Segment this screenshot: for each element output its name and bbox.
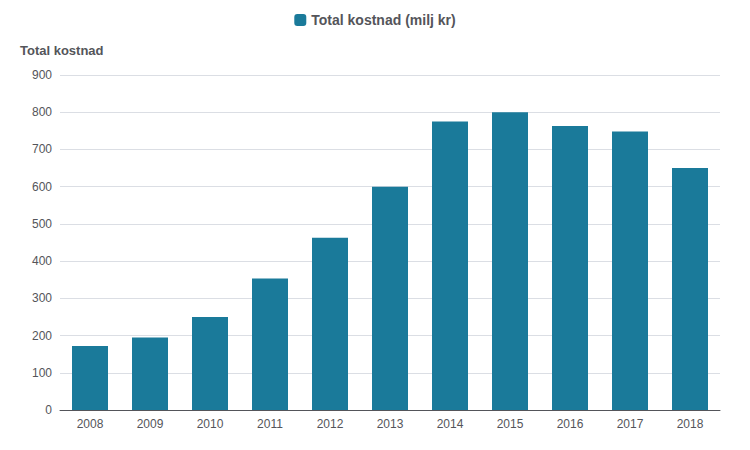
svg-text:2012: 2012	[317, 417, 344, 431]
svg-text:Total kostnad: Total kostnad	[20, 43, 104, 58]
svg-text:0: 0	[45, 403, 52, 417]
svg-text:2017: 2017	[617, 417, 644, 431]
svg-text:900: 900	[32, 68, 52, 82]
svg-text:700: 700	[32, 142, 52, 156]
svg-text:400: 400	[32, 254, 52, 268]
svg-text:2016: 2016	[557, 417, 584, 431]
svg-text:800: 800	[32, 105, 52, 119]
svg-text:300: 300	[32, 291, 52, 305]
svg-text:500: 500	[32, 217, 52, 231]
svg-text:Total kostnad (milj kr): Total kostnad (milj kr)	[311, 12, 455, 28]
svg-text:2015: 2015	[497, 417, 524, 431]
svg-text:2014: 2014	[437, 417, 464, 431]
svg-text:200: 200	[32, 329, 52, 343]
svg-text:2009: 2009	[137, 417, 164, 431]
svg-text:2018: 2018	[677, 417, 704, 431]
svg-text:100: 100	[32, 366, 52, 380]
svg-text:600: 600	[32, 180, 52, 194]
svg-text:2008: 2008	[77, 417, 104, 431]
svg-text:2013: 2013	[377, 417, 404, 431]
svg-text:2011: 2011	[257, 417, 283, 431]
svg-text:2010: 2010	[197, 417, 224, 431]
